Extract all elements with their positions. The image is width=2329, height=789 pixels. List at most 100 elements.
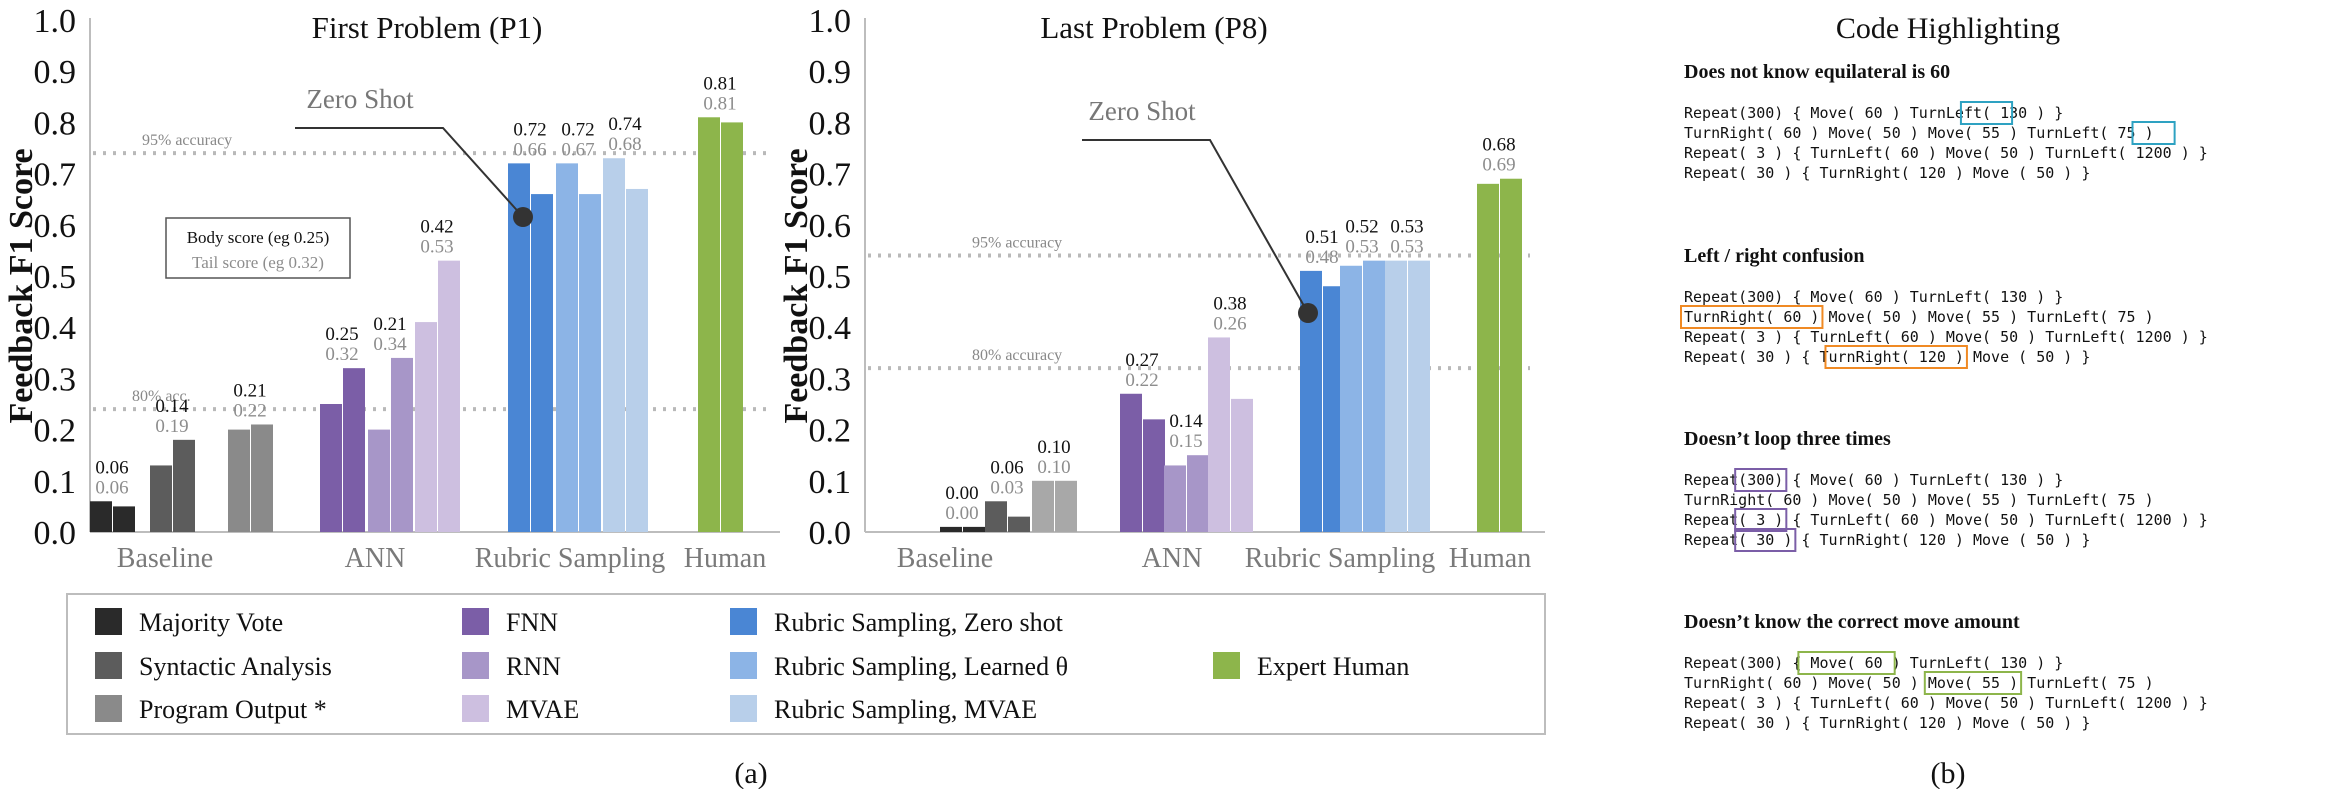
zero-shot-leader — [1082, 139, 1309, 314]
code-highlight-box — [1923, 671, 2023, 695]
bar-tail — [1500, 178, 1522, 532]
x-group-label: ANN — [1142, 543, 1203, 574]
bar-tail — [438, 260, 460, 532]
y-tick-label: 0.3 — [809, 361, 852, 398]
y-tick-label: 0.8 — [809, 105, 852, 142]
data-label-body: 0.72 — [513, 119, 546, 140]
reference-line-label: 80% accuracy — [972, 347, 1062, 364]
score-legend-tail: Tail score (eg 0.32) — [192, 253, 324, 272]
legend-item-label: Syntactic Analysis — [139, 652, 332, 681]
bar-tail — [391, 357, 413, 532]
bar-tail — [1231, 398, 1253, 532]
bar-body — [150, 465, 172, 532]
bar-tail — [1008, 516, 1030, 532]
code-line: TurnRight( 60 ) Move( 50 ) Move( 55 ) Tu… — [1684, 674, 2154, 692]
data-label-tail: 0.69 — [1482, 155, 1515, 176]
code-section-heading: Doesn’t know the correct move amount — [1684, 611, 2020, 633]
bar-body — [320, 404, 342, 532]
x-group-label: Human — [684, 543, 766, 574]
data-label-body: 0.06 — [990, 457, 1023, 478]
data-label-body: 0.72 — [561, 119, 594, 140]
bar-body — [940, 526, 962, 532]
code-line: Repeat( 3 ) { TurnLeft( 60 ) Move( 50 ) … — [1684, 328, 2208, 346]
code-highlight-box — [1824, 345, 1968, 369]
legend-swatch — [95, 652, 122, 679]
bar-tail — [626, 188, 648, 532]
legend-swatch — [730, 608, 757, 635]
data-label-body: 0.42 — [420, 217, 453, 238]
y-tick-label: 0.4 — [809, 310, 852, 347]
bar-body — [1208, 337, 1230, 532]
y-axis-label: Feedback F1 Score — [778, 148, 815, 423]
y-tick-label: 0.2 — [34, 413, 77, 450]
bar-tail — [1187, 455, 1209, 532]
bar-body — [1120, 393, 1142, 532]
bar-tail — [721, 122, 743, 533]
bar-body — [1032, 480, 1054, 532]
legend-item-label: Expert Human — [1257, 652, 1409, 681]
legend-item-label: RNN — [506, 652, 561, 681]
legend-item-label: FNN — [506, 608, 558, 637]
bar-body — [698, 117, 720, 532]
code-section-heading: Doesn’t loop three times — [1684, 428, 1891, 450]
bar-body — [1164, 465, 1186, 532]
legend-swatch — [95, 608, 122, 635]
data-label-body: 0.21 — [233, 380, 266, 401]
code-highlight-box — [2131, 121, 2176, 145]
bar-tail — [113, 506, 135, 532]
legend-swatch — [730, 652, 757, 679]
data-label-tail: 0.34 — [373, 334, 407, 355]
code-line: Repeat( 30 ) { TurnRight( 120 ) Move ( 5… — [1684, 348, 2090, 366]
bar-tail — [579, 194, 601, 532]
data-label-tail: 0.10 — [1037, 457, 1070, 478]
data-label-body: 0.21 — [373, 314, 406, 335]
code-highlight-box — [1734, 528, 1797, 552]
code-highlight-box — [1680, 305, 1824, 329]
data-label-body: 0.00 — [945, 483, 978, 504]
data-label-body: 0.14 — [1169, 411, 1203, 432]
bar-tail — [343, 368, 365, 532]
x-group-label: Rubric Sampling — [1245, 543, 1436, 574]
chart-panel-p8: Last Problem (P8) 0.0 0.1 0.2 0.3 0.4 0.5 0.6 0… — [778, 3, 1545, 574]
legend-swatch — [462, 608, 489, 635]
data-label-body: 0.25 — [325, 324, 358, 345]
data-label-body: 0.74 — [608, 114, 642, 135]
y-tick-label: 0.8 — [34, 105, 77, 142]
bar-body — [1477, 183, 1499, 532]
bar-body — [1300, 270, 1322, 532]
data-label-body: 0.06 — [95, 457, 128, 478]
y-tick-label: 0.7 — [34, 157, 77, 194]
data-label-tail: 0.00 — [945, 503, 978, 524]
bar-body — [985, 501, 1007, 532]
bar-tail — [1055, 480, 1077, 532]
data-label-tail: 0.26 — [1213, 313, 1246, 334]
legend-item-label: Program Output * — [139, 695, 327, 724]
code-title: Code Highlighting — [1836, 12, 2060, 45]
bar-tail — [1408, 260, 1430, 532]
y-tick-label: 0.6 — [809, 208, 852, 245]
zero-shot-label: Zero Shot — [306, 84, 414, 114]
y-tick-label: 0.5 — [34, 259, 77, 296]
score-legend-body: Body score (eg 0.25) — [187, 228, 330, 247]
y-tick-label: 0.1 — [34, 464, 77, 501]
code-line: Repeat( 3 ) { TurnLeft( 60 ) Move( 50 ) … — [1684, 144, 2208, 162]
y-tick-label: 1.0 — [34, 3, 77, 40]
code-line: TurnRight( 60 ) Move( 50 ) Move( 55 ) Tu… — [1684, 124, 2154, 142]
code-line: Repeat(300) { Move( 60 ) TurnLeft( 130 )… — [1684, 471, 2063, 489]
x-group-label: Rubric Sampling — [475, 543, 666, 574]
legend-swatch — [1213, 652, 1240, 679]
code-section-heading: Does not know equilateral is 60 — [1684, 61, 1950, 83]
data-label-tail: 0.81 — [703, 93, 736, 114]
data-label-tail: 0.66 — [513, 139, 546, 160]
data-label-tail: 0.06 — [95, 477, 128, 498]
x-group-label: Human — [1449, 543, 1531, 574]
data-label-body: 0.52 — [1345, 217, 1378, 238]
bar-body — [508, 163, 530, 533]
zero-shot-marker — [513, 207, 533, 227]
legend-item-label: Majority Vote — [139, 608, 283, 637]
chart-title: Last Problem (P8) — [1040, 10, 1267, 45]
legend: Majority Vote Syntactic Analysis Program O… — [95, 608, 1409, 724]
data-label-body: 0.51 — [1305, 227, 1338, 248]
code-line: Repeat(300) { Move( 60 ) TurnLeft( 130 )… — [1684, 654, 2063, 672]
